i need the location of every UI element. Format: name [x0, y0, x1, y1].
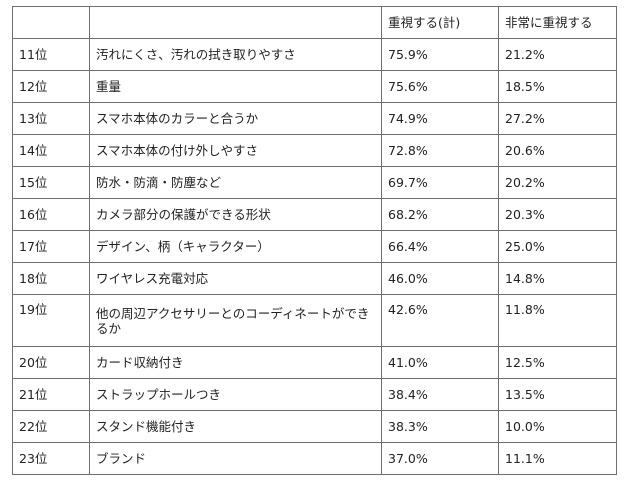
rank-cell: 18位	[12, 262, 90, 295]
table-row: 11位 汚れにくさ、汚れの拭き取りやすさ 75.9% 21.2%	[12, 38, 617, 71]
rank-cell: 13位	[12, 102, 90, 135]
table-row: 19位 他の周辺アクセサリーとのコーディネートができるか 42.6% 11.8%	[12, 294, 617, 347]
rank-cell: 17位	[12, 230, 90, 263]
item-cell: カード収納付き	[89, 346, 382, 379]
rank-cell: 23位	[12, 442, 90, 475]
item-cell: 防水・防滴・防塵など	[89, 166, 382, 199]
item-cell: スマホ本体の付け外しやすさ	[89, 134, 382, 167]
item-cell: ブランド	[89, 442, 382, 475]
table-row: 23位 ブランド 37.0% 11.1%	[12, 442, 617, 475]
important-total-cell: 42.6%	[381, 294, 499, 347]
header-important-total: 重視する(計)	[381, 6, 499, 39]
item-cell: 汚れにくさ、汚れの拭き取りやすさ	[89, 38, 382, 71]
rank-cell: 20位	[12, 346, 90, 379]
item-cell: カメラ部分の保護ができる形状	[89, 198, 382, 231]
important-total-cell: 75.9%	[381, 38, 499, 71]
table-row: 20位 カード収納付き 41.0% 12.5%	[12, 346, 617, 379]
very-important-cell: 20.2%	[498, 166, 617, 199]
important-total-cell: 37.0%	[381, 442, 499, 475]
important-total-cell: 72.8%	[381, 134, 499, 167]
very-important-cell: 25.0%	[498, 230, 617, 263]
table-row: 18位 ワイヤレス充電対応 46.0% 14.8%	[12, 262, 617, 295]
item-cell: ストラップホールつき	[89, 378, 382, 411]
important-total-cell: 41.0%	[381, 346, 499, 379]
important-total-cell: 46.0%	[381, 262, 499, 295]
important-total-cell: 68.2%	[381, 198, 499, 231]
very-important-cell: 12.5%	[498, 346, 617, 379]
item-cell: 重量	[89, 70, 382, 103]
item-cell: デザイン、柄（キャラクター）	[89, 230, 382, 263]
item-cell: 他の周辺アクセサリーとのコーディネートができるか	[89, 294, 382, 347]
important-total-cell: 74.9%	[381, 102, 499, 135]
rank-cell: 16位	[12, 198, 90, 231]
very-important-cell: 27.2%	[498, 102, 617, 135]
rank-cell: 11位	[12, 38, 90, 71]
very-important-cell: 11.1%	[498, 442, 617, 475]
rank-cell: 15位	[12, 166, 90, 199]
item-cell: スマホ本体のカラーと合うか	[89, 102, 382, 135]
table-row: 16位 カメラ部分の保護ができる形状 68.2% 20.3%	[12, 198, 617, 231]
table-row: 17位 デザイン、柄（キャラクター） 66.4% 25.0%	[12, 230, 617, 263]
ranking-table: 重視する(計) 非常に重視する 11位 汚れにくさ、汚れの拭き取りやすさ 75.…	[12, 6, 617, 475]
table-row: 22位 スタンド機能付き 38.3% 10.0%	[12, 410, 617, 443]
table-row: 13位 スマホ本体のカラーと合うか 74.9% 27.2%	[12, 102, 617, 135]
very-important-cell: 20.6%	[498, 134, 617, 167]
very-important-cell: 21.2%	[498, 38, 617, 71]
important-total-cell: 75.6%	[381, 70, 499, 103]
rank-cell: 21位	[12, 378, 90, 411]
header-rank	[12, 6, 90, 39]
very-important-cell: 20.3%	[498, 198, 617, 231]
table-row: 15位 防水・防滴・防塵など 69.7% 20.2%	[12, 166, 617, 199]
important-total-cell: 38.4%	[381, 378, 499, 411]
very-important-cell: 18.5%	[498, 70, 617, 103]
item-cell: ワイヤレス充電対応	[89, 262, 382, 295]
table-row: 21位 ストラップホールつき 38.4% 13.5%	[12, 378, 617, 411]
very-important-cell: 13.5%	[498, 378, 617, 411]
rank-cell: 22位	[12, 410, 90, 443]
item-cell: スタンド機能付き	[89, 410, 382, 443]
rank-cell: 12位	[12, 70, 90, 103]
header-row: 重視する(計) 非常に重視する	[12, 6, 617, 39]
important-total-cell: 69.7%	[381, 166, 499, 199]
rank-cell: 19位	[12, 294, 90, 347]
important-total-cell: 38.3%	[381, 410, 499, 443]
very-important-cell: 11.8%	[498, 294, 617, 347]
table-row: 14位 スマホ本体の付け外しやすさ 72.8% 20.6%	[12, 134, 617, 167]
very-important-cell: 10.0%	[498, 410, 617, 443]
header-very-important: 非常に重視する	[498, 6, 617, 39]
very-important-cell: 14.8%	[498, 262, 617, 295]
header-item	[89, 6, 382, 39]
table-row: 12位 重量 75.6% 18.5%	[12, 70, 617, 103]
important-total-cell: 66.4%	[381, 230, 499, 263]
ranking-table-container: 重視する(計) 非常に重視する 11位 汚れにくさ、汚れの拭き取りやすさ 75.…	[12, 6, 617, 475]
rank-cell: 14位	[12, 134, 90, 167]
